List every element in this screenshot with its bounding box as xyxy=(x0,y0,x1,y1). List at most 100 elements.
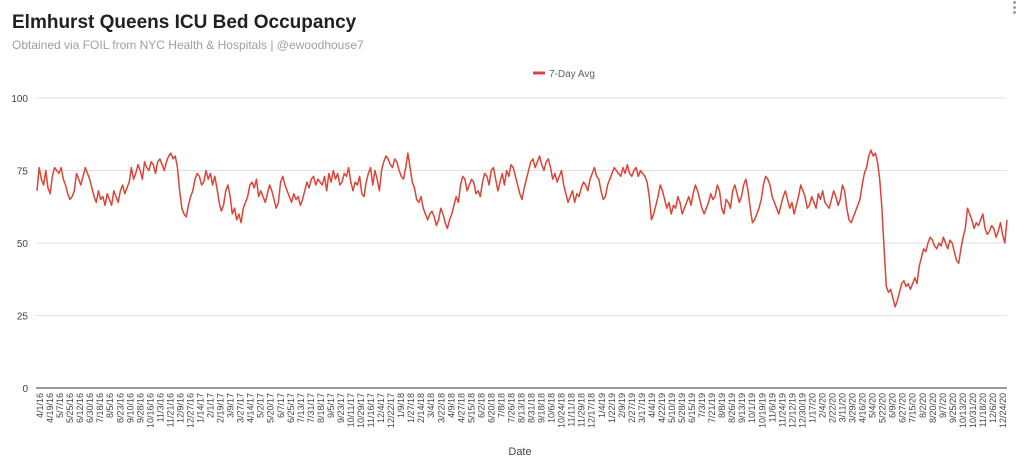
x-tick-label: 5/25/16 xyxy=(65,393,75,423)
x-tick-label: 6/27/20 xyxy=(898,393,908,423)
x-tick-label: 12/30/19 xyxy=(797,393,807,428)
x-tick-label: 11/18/20 xyxy=(978,393,988,427)
x-tick-label: 6/2/18 xyxy=(476,393,486,418)
x-tick-label: 11/29/18 xyxy=(577,393,587,427)
x-tick-label: 12/12/19 xyxy=(787,393,797,428)
x-tick-label: 1/14/17 xyxy=(196,393,206,423)
x-tick-label: 12/9/16 xyxy=(175,393,185,423)
y-tick-label: 75 xyxy=(17,167,29,178)
x-tick-label: 9/25/20 xyxy=(948,393,958,423)
x-tick-label: 2/22/20 xyxy=(827,393,837,423)
x-tick-label: 7/3/19 xyxy=(697,393,707,418)
x-tick-label: 1/17/20 xyxy=(807,393,817,423)
x-tick-label: 2/4/20 xyxy=(817,393,827,418)
gridlines xyxy=(36,97,1007,389)
x-tick-label: 7/18/16 xyxy=(95,393,105,423)
x-tick-label: 10/6/18 xyxy=(547,393,557,423)
x-tick-label: 6/20/18 xyxy=(486,393,496,423)
x-tick-label: 9/23/17 xyxy=(336,393,346,423)
x-tick-label: 1/9/18 xyxy=(396,393,406,418)
x-tick-label: 7/8/18 xyxy=(496,393,506,418)
x-tick-label: 5/22/20 xyxy=(878,393,888,423)
x-tick-label: 7/26/18 xyxy=(506,393,516,423)
x-tick-label: 8/8/19 xyxy=(717,393,727,418)
x-tick-label: 7/15/20 xyxy=(908,393,918,423)
y-tick-label: 25 xyxy=(17,312,29,323)
x-tick-label: 8/18/17 xyxy=(316,393,326,423)
x-tick-label: 12/6/20 xyxy=(988,393,998,423)
x-tick-label: 12/4/17 xyxy=(376,393,386,423)
x-axis-ticks: 4/1/16 4/19/16 5/7/16 5/25/16 6/12/16 6/30/16… xyxy=(35,393,1008,428)
x-tick-label: 4/16/20 xyxy=(858,393,868,423)
x-tick-label: 11/24/19 xyxy=(777,393,787,427)
x-tick-label: 12/27/16 xyxy=(185,393,195,428)
x-tick-label: 2/27/19 xyxy=(627,393,637,423)
x-tick-label: 4/4/19 xyxy=(647,393,657,418)
x-tick-label: 10/1/19 xyxy=(747,393,757,423)
x-tick-label: 1/22/19 xyxy=(607,393,617,423)
x-tick-label: 9/10/16 xyxy=(125,393,135,423)
x-tick-label: 8/26/19 xyxy=(727,393,737,423)
x-tick-label: 10/29/17 xyxy=(356,393,366,428)
x-tick-label: 10/31/20 xyxy=(968,393,978,428)
x-tick-label: 11/6/19 xyxy=(767,393,777,422)
x-tick-label: 9/7/20 xyxy=(938,393,948,418)
y-tick-label: 0 xyxy=(22,384,28,395)
x-tick-label: 6/25/17 xyxy=(286,393,296,423)
x-tick-label: 10/13/20 xyxy=(958,393,968,428)
x-tick-label: 7/13/17 xyxy=(296,393,306,423)
x-tick-label: 12/24/20 xyxy=(998,393,1008,428)
y-tick-label: 50 xyxy=(17,239,29,250)
x-tick-label: 5/10/19 xyxy=(667,393,677,423)
x-tick-label: 10/16/16 xyxy=(145,393,155,428)
x-tick-label: 2/9/19 xyxy=(617,393,627,418)
x-tick-label: 6/12/16 xyxy=(75,393,85,423)
x-tick-label: 10/24/18 xyxy=(557,393,567,428)
x-tick-label: 3/27/17 xyxy=(236,393,246,423)
x-tick-label: 5/15/18 xyxy=(466,393,476,423)
x-tick-label: 9/28/16 xyxy=(135,393,145,423)
x-tick-label: 8/20/20 xyxy=(928,393,938,423)
x-tick-label: 11/16/17 xyxy=(366,393,376,427)
x-tick-label: 8/5/16 xyxy=(105,393,115,418)
x-tick-label: 6/7/17 xyxy=(276,393,286,418)
x-axis-title: Date xyxy=(508,446,531,458)
series-line-0[interactable] xyxy=(36,149,1008,308)
x-tick-label: 5/28/19 xyxy=(677,393,687,423)
legend: 7-Day Avg xyxy=(533,69,595,80)
x-tick-label: 6/9/20 xyxy=(888,393,898,418)
x-tick-label: 7/31/17 xyxy=(306,393,316,423)
x-tick-label: 7/21/19 xyxy=(707,393,717,423)
chart-subtitle: Obtained via FOIL from NYC Health & Hosp… xyxy=(12,38,364,52)
x-tick-label: 6/15/19 xyxy=(687,393,697,423)
x-tick-label: 2/19/17 xyxy=(216,393,226,423)
x-tick-label: 9/5/17 xyxy=(326,393,336,418)
more-options-icon[interactable] xyxy=(1008,0,1020,14)
x-tick-label: 9/13/19 xyxy=(737,393,747,423)
x-tick-label: 4/1/16 xyxy=(35,393,45,418)
x-tick-label: 4/19/16 xyxy=(45,393,55,423)
x-tick-label: 3/22/18 xyxy=(436,393,446,423)
chart-title: Elmhurst Queens ICU Bed Occupancy xyxy=(12,12,357,33)
x-tick-label: 5/7/16 xyxy=(55,393,65,418)
x-tick-label: 9/18/18 xyxy=(537,393,547,423)
x-tick-label: 5/4/20 xyxy=(868,393,878,418)
x-tick-label: 4/22/19 xyxy=(657,393,667,423)
x-tick-label: 4/14/17 xyxy=(246,393,256,423)
x-tick-label: 8/31/18 xyxy=(527,393,537,423)
x-tick-label: 3/4/18 xyxy=(426,393,436,418)
x-tick-label: 8/13/18 xyxy=(517,393,527,423)
legend-label-7-day-avg[interactable]: 7-Day Avg xyxy=(549,69,595,80)
x-tick-label: 5/2/17 xyxy=(256,393,266,418)
x-tick-label: 1/27/18 xyxy=(406,393,416,423)
x-tick-label: 3/17/19 xyxy=(637,393,647,423)
x-tick-label: 2/1/17 xyxy=(206,393,216,418)
x-tick-label: 3/29/20 xyxy=(848,393,858,423)
x-tick-label: 8/2/20 xyxy=(918,393,928,418)
x-tick-label: 8/23/16 xyxy=(115,393,125,423)
x-tick-label: 4/27/18 xyxy=(456,393,466,423)
x-tick-label: 4/9/18 xyxy=(446,393,456,418)
x-tick-label: 6/30/16 xyxy=(85,393,95,423)
x-tick-label: 11/11/18 xyxy=(567,393,577,427)
